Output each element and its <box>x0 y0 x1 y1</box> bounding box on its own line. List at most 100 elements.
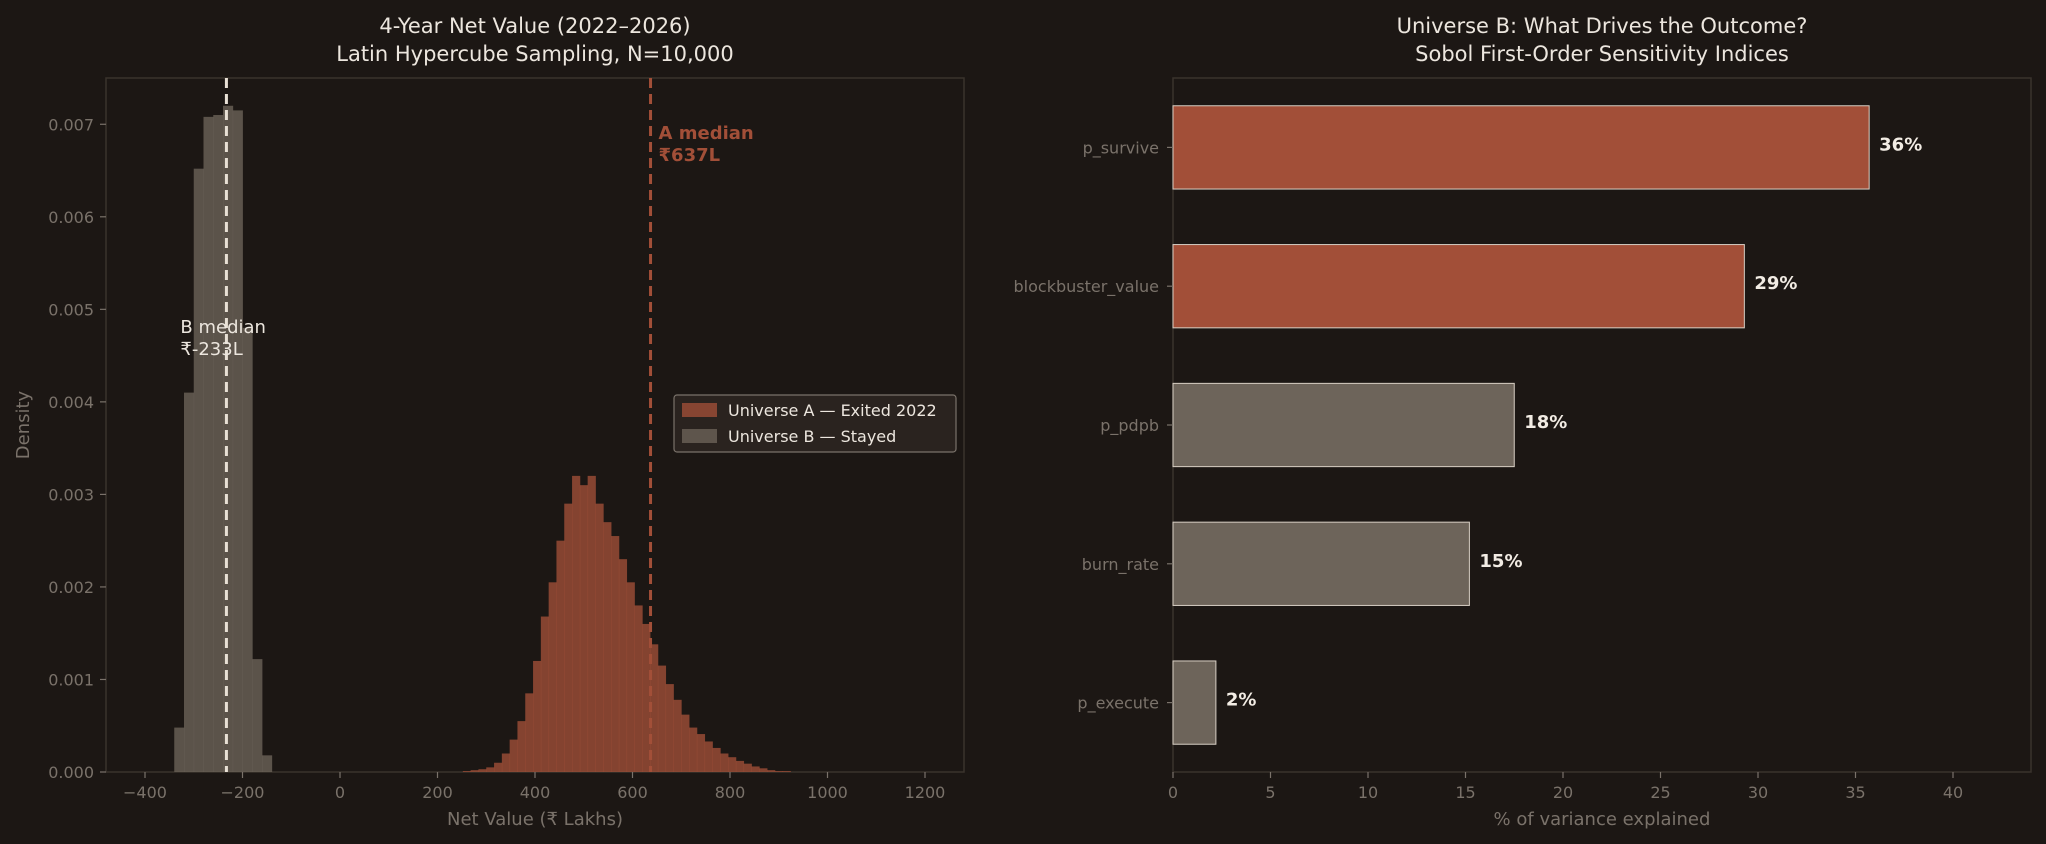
x-tick-label: 800 <box>715 783 746 802</box>
universe-a-bin <box>657 665 667 772</box>
legend-label-universe-a: Universe A — Exited 2022 <box>728 401 937 420</box>
universe-b-bin <box>232 110 243 772</box>
sensitivity-bar <box>1172 382 1515 468</box>
universe-a-bin <box>618 559 628 772</box>
universe-a-bin <box>728 757 737 772</box>
sensitivity-bar <box>1172 105 1870 190</box>
universe-a-bin <box>767 770 776 772</box>
universe-b-bin <box>174 727 185 772</box>
x-tick-label: 5 <box>1265 783 1275 802</box>
universe-a-bin <box>751 766 760 772</box>
universe-a-bin <box>525 693 534 772</box>
histogram-panel: 4-Year Net Value (2022–2026) Latin Hyper… <box>13 14 965 830</box>
universe-b-bin <box>242 327 253 772</box>
bar-value-label: 2% <box>1226 690 1257 711</box>
a-median-label: A median <box>659 123 754 144</box>
category-label: p_survive <box>1083 138 1159 158</box>
universe-a-bin <box>587 475 596 772</box>
sensitivity-subtitle: Sobol First-Order Sensitivity Indices <box>1415 42 1789 66</box>
legend-swatch-universe-a <box>682 403 717 417</box>
x-tick-label: −400 <box>123 783 167 802</box>
universe-a-bin <box>665 684 674 772</box>
sensitivity-x-ticks: 0 5 10 15 20 25 30 35 40 <box>1168 772 1963 802</box>
universe-a-bin <box>774 771 784 772</box>
universe-a-bin <box>533 660 542 772</box>
sensitivity-title: Universe B: What Drives the Outcome? <box>1397 14 1808 38</box>
universe-a-bin <box>501 753 511 772</box>
universe-a-bin <box>650 644 659 772</box>
universe-a-bin <box>556 540 565 772</box>
histogram-legend: Universe A — Exited 2022 Universe B — St… <box>673 394 957 453</box>
universe-a-bin <box>579 485 589 772</box>
b-median-value: ₹-233L <box>180 339 242 360</box>
y-tick-label: 0.002 <box>48 578 94 597</box>
x-tick-label: −200 <box>221 783 265 802</box>
universe-a-bin <box>611 536 620 772</box>
universe-a-bin <box>712 747 721 772</box>
universe-a-bin <box>634 605 643 772</box>
bar-value-label: 15% <box>1479 551 1522 572</box>
y-tick-label: 0.001 <box>48 670 94 689</box>
histogram-title: 4-Year Net Value (2022–2026) <box>379 14 690 38</box>
histogram-y-label: Density <box>13 390 34 459</box>
universe-a-bin <box>704 741 713 772</box>
sensitivity-bars: p_survive 36% blockbuster_value 29% p_pdpb 18… <box>1014 105 1922 745</box>
universe-a-bin <box>595 503 604 772</box>
universe-a-bin <box>696 734 706 772</box>
a-median-value: ₹637L <box>659 145 721 166</box>
y-tick-label: 0.007 <box>48 115 94 134</box>
universe-b-bin <box>193 168 204 772</box>
x-tick-label: 35 <box>1845 783 1865 802</box>
universe-b-bin <box>252 659 263 772</box>
universe-a-bin <box>642 623 651 772</box>
x-tick-label: 20 <box>1553 783 1573 802</box>
universe-a-bin <box>517 721 526 772</box>
universe-b-bin <box>203 116 214 773</box>
sensitivity-bar <box>1172 521 1470 606</box>
universe-a-bin <box>462 771 472 772</box>
category-label: burn_rate <box>1082 555 1159 575</box>
universe-a-bin <box>603 522 612 772</box>
universe-a-bin <box>673 699 682 772</box>
universe-a-bin <box>735 760 745 772</box>
sensitivity-panel: Universe B: What Drives the Outcome? Sob… <box>1014 14 2032 830</box>
x-tick-label: 0 <box>335 783 345 802</box>
sensitivity-bar <box>1172 244 1745 329</box>
universe-a-bin <box>478 769 487 772</box>
y-tick-label: 0.000 <box>48 763 94 782</box>
x-tick-label: 1000 <box>807 783 848 802</box>
b-median-label: B median <box>180 317 266 338</box>
universe-a-bin <box>626 582 635 772</box>
universe-a-bin <box>470 770 479 772</box>
histogram-subtitle: Latin Hypercube Sampling, N=10,000 <box>336 42 733 66</box>
universe-a-bin <box>540 616 550 772</box>
category-label: p_execute <box>1077 694 1159 714</box>
y-tick-label: 0.005 <box>48 300 94 319</box>
category-label: blockbuster_value <box>1014 277 1159 297</box>
histogram-x-label: Net Value (₹ Lakhs) <box>447 809 623 830</box>
universe-a-bin <box>494 762 503 772</box>
histogram-y-ticks: 0.000 0.001 0.002 0.003 0.004 0.005 0.006 0.007 <box>48 115 106 782</box>
universe-b-bin <box>262 755 273 772</box>
legend-box <box>673 394 957 453</box>
universe-a-bin <box>720 753 729 772</box>
universe-b-bin <box>213 115 224 772</box>
x-tick-label: 1200 <box>905 783 946 802</box>
x-tick-label: 0 <box>1168 783 1178 802</box>
universe-a-bin <box>759 768 768 772</box>
universe-a-bars <box>462 475 791 772</box>
sensitivity-bar <box>1172 660 1217 745</box>
y-tick-label: 0.003 <box>48 485 94 504</box>
universe-a-bin <box>486 767 495 772</box>
x-tick-label: 25 <box>1650 783 1670 802</box>
universe-a-bin <box>681 714 690 772</box>
histogram-x-ticks: −400 −200 0 200 400 600 800 1000 1200 <box>123 772 945 802</box>
y-tick-label: 0.004 <box>48 393 94 412</box>
legend-swatch-universe-b <box>682 429 717 443</box>
y-tick-label: 0.006 <box>48 208 94 227</box>
universe-a-bin <box>572 475 581 772</box>
universe-a-bin <box>689 727 698 772</box>
x-tick-label: 30 <box>1748 783 1768 802</box>
bar-value-label: 36% <box>1879 134 1922 155</box>
